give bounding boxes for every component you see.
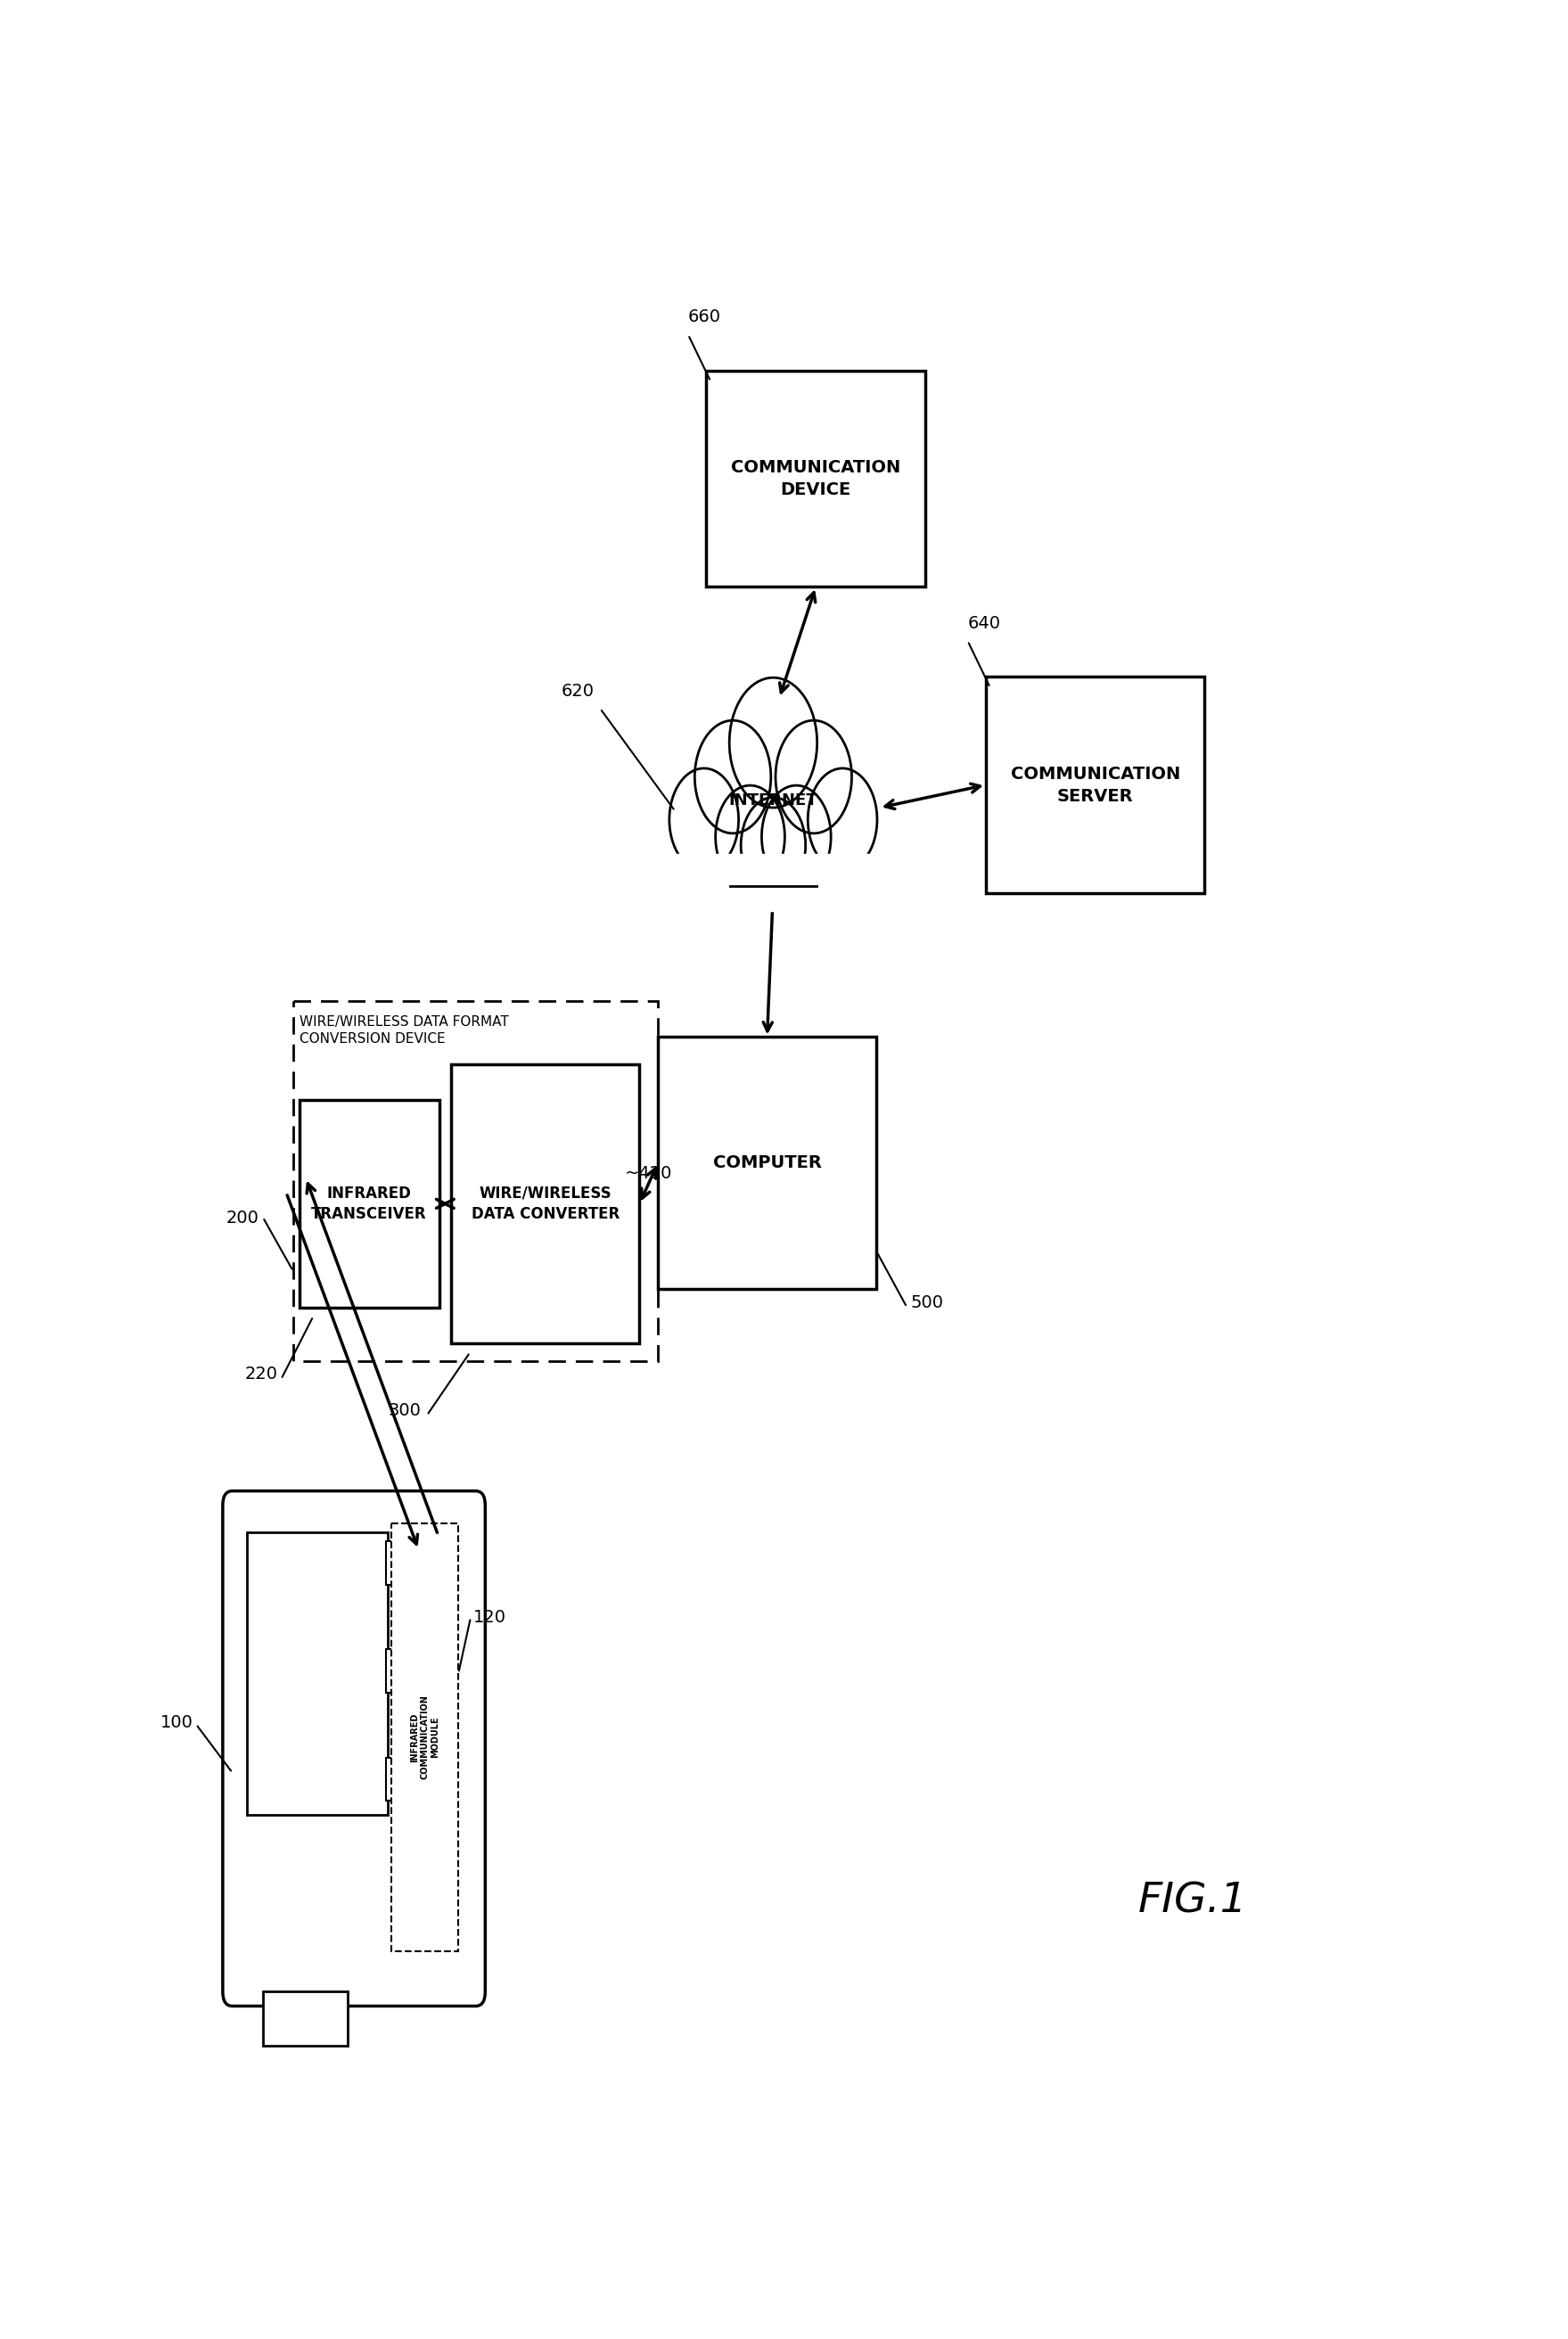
Text: INFRARED
COMMUNICATION
MODULE: INFRARED COMMUNICATION MODULE — [411, 1696, 441, 1780]
Text: 620: 620 — [561, 683, 594, 699]
Text: 640: 640 — [967, 615, 1000, 632]
Text: 200: 200 — [226, 1209, 259, 1228]
Bar — [386, 1541, 422, 1584]
Bar — [392, 1523, 458, 1951]
Text: COMMUNICATION
DEVICE: COMMUNICATION DEVICE — [731, 458, 900, 498]
Text: ~420: ~420 — [626, 1165, 673, 1181]
Circle shape — [742, 798, 806, 893]
Bar — [248, 1532, 387, 1815]
Text: COMMUNICATION
SERVER: COMMUNICATION SERVER — [1010, 765, 1181, 805]
FancyBboxPatch shape — [706, 370, 925, 587]
FancyBboxPatch shape — [986, 676, 1204, 893]
Text: INTERNET: INTERNET — [729, 793, 817, 809]
Bar — [263, 1993, 348, 2047]
Bar — [386, 1649, 422, 1693]
Text: 660: 660 — [688, 309, 721, 325]
Circle shape — [808, 767, 877, 870]
Bar — [293, 1001, 659, 1361]
Text: WIRE/WIRELESS
DATA CONVERTER: WIRE/WIRELESS DATA CONVERTER — [472, 1186, 619, 1223]
Circle shape — [695, 720, 771, 833]
Text: 300: 300 — [387, 1401, 420, 1420]
Circle shape — [762, 786, 831, 889]
FancyBboxPatch shape — [299, 1099, 439, 1308]
FancyBboxPatch shape — [452, 1064, 640, 1343]
Text: 220: 220 — [245, 1366, 278, 1382]
Text: 500: 500 — [911, 1293, 944, 1310]
Circle shape — [729, 678, 817, 807]
Circle shape — [715, 786, 784, 889]
Circle shape — [776, 720, 851, 833]
FancyBboxPatch shape — [223, 1490, 485, 2007]
Text: 120: 120 — [474, 1609, 506, 1626]
Text: COMPUTER: COMPUTER — [713, 1155, 822, 1172]
Bar — [670, 854, 877, 912]
Text: 100: 100 — [160, 1714, 193, 1731]
Circle shape — [670, 767, 739, 870]
Text: FIG.1: FIG.1 — [1138, 1881, 1247, 1923]
Text: INFRARED
TRANSCEIVER: INFRARED TRANSCEIVER — [312, 1186, 426, 1223]
Bar — [386, 1757, 422, 1801]
FancyBboxPatch shape — [659, 1036, 877, 1289]
Text: WIRE/WIRELESS DATA FORMAT
CONVERSION DEVICE: WIRE/WIRELESS DATA FORMAT CONVERSION DEV… — [299, 1015, 508, 1046]
